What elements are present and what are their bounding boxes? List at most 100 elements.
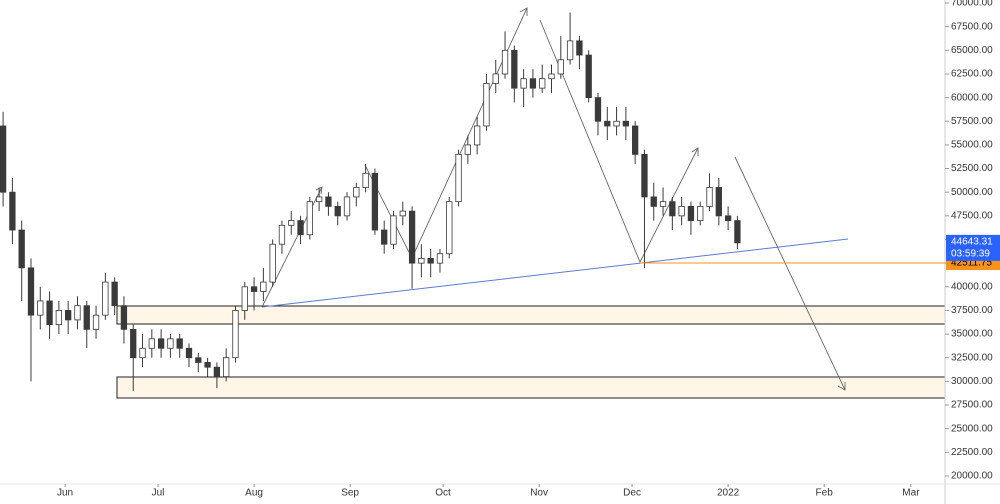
candle-body	[594, 97, 602, 122]
candle-body	[734, 220, 741, 244]
candle-body	[325, 196, 332, 207]
candle-body	[278, 224, 286, 245]
candle-body	[483, 83, 490, 127]
candle-body	[0, 125, 7, 193]
candle-body	[83, 305, 90, 330]
candle-body	[576, 40, 583, 56]
x-tick-label: Sep	[341, 488, 359, 499]
y-tick-label: 25000.00	[951, 423, 993, 434]
y-tick-label: 37500.00	[951, 305, 993, 316]
y-tick-label: 62500.00	[951, 69, 993, 80]
candle-body	[130, 328, 137, 359]
candle-body	[539, 78, 546, 89]
y-tick-label: 20000.00	[951, 471, 993, 482]
price-line-label: 42511.75	[951, 258, 992, 269]
candle-body	[511, 49, 518, 89]
candle-body	[92, 314, 100, 330]
candle-body	[399, 210, 406, 217]
x-tick-label: Nov	[530, 488, 548, 499]
candle-body	[157, 338, 165, 349]
candle-body	[446, 201, 453, 255]
arrow-line	[734, 156, 846, 391]
y-tick-label: 57500.00	[951, 116, 993, 127]
candle-body	[492, 73, 499, 84]
candle-body	[306, 201, 313, 236]
arrow-head	[691, 147, 699, 156]
candle-body	[353, 187, 360, 198]
y-tick-label: 35000.00	[951, 329, 993, 340]
candle-body	[260, 281, 267, 292]
y-tick-label: 32500.00	[951, 352, 993, 363]
candle-body	[232, 310, 239, 359]
y-tick-label: 30000.00	[951, 376, 993, 387]
y-tick-label: 50000.00	[951, 187, 993, 198]
y-tick-label: 52500.00	[951, 163, 993, 174]
candle-body	[102, 281, 109, 316]
y-tick-label: 47500.00	[951, 210, 993, 221]
x-tick-label: Oct	[435, 488, 451, 499]
candle-body	[464, 144, 472, 155]
x-tick-label: Jul	[152, 488, 165, 499]
x-tick-label: Feb	[816, 488, 834, 499]
arrow-line	[539, 19, 699, 264]
candle-body	[195, 357, 202, 363]
candle-body	[9, 191, 16, 231]
candle-body	[724, 215, 732, 221]
y-tick-label: 67500.00	[951, 21, 993, 32]
y-tick-label: 65000.00	[951, 45, 993, 56]
candle-body	[37, 300, 44, 316]
candle-body	[632, 125, 639, 155]
candle-body	[315, 196, 323, 203]
y-tick-label: 60000.00	[951, 92, 993, 103]
candle-body	[678, 205, 685, 217]
x-tick-label: 2022	[717, 488, 740, 499]
candle-body	[436, 253, 444, 264]
arrow-head	[519, 7, 528, 16]
arrow-head	[837, 382, 846, 391]
candle-body	[18, 229, 25, 269]
candle-body	[223, 357, 230, 378]
candle-body	[659, 201, 667, 207]
candle-body	[473, 125, 481, 146]
arrow-head	[315, 186, 323, 195]
candle-body	[185, 347, 193, 359]
candle-body	[622, 120, 630, 127]
candle-body	[297, 220, 304, 236]
candle-body	[250, 286, 258, 292]
candle-body	[604, 120, 611, 127]
zone-box	[116, 305, 946, 325]
y-tick-label: 70000.00	[951, 0, 993, 9]
candle-body	[715, 187, 722, 217]
candle-body	[697, 205, 704, 221]
candle-body	[408, 210, 416, 264]
candle-body	[641, 153, 648, 198]
last-price-label: 44643.31	[951, 237, 993, 248]
x-tick-label: Jun	[57, 488, 73, 499]
candle-body	[390, 215, 397, 245]
candle-body	[706, 187, 713, 207]
candle-body	[548, 73, 555, 80]
candle-body	[120, 305, 128, 330]
candle-body	[362, 172, 369, 188]
trend-line	[261, 238, 849, 308]
y-tick-label: 27500.00	[951, 400, 993, 411]
candle-body	[213, 366, 221, 378]
candle-body	[74, 305, 81, 321]
candle-body	[427, 258, 434, 264]
candle-body	[204, 362, 211, 368]
candle-body	[46, 300, 53, 326]
candle-body	[65, 310, 72, 321]
candle-body	[501, 49, 509, 75]
y-tick-label: 40000.00	[951, 281, 993, 292]
candle-body	[566, 40, 574, 61]
x-tick-label: Aug	[245, 488, 263, 499]
candle-body	[334, 205, 341, 217]
candle-body	[669, 201, 676, 217]
x-tick-label: Mar	[902, 488, 920, 499]
candle-body	[167, 338, 174, 349]
x-tick-label: Dec	[623, 488, 641, 499]
candle-body	[241, 286, 248, 311]
candle-body	[139, 347, 146, 359]
